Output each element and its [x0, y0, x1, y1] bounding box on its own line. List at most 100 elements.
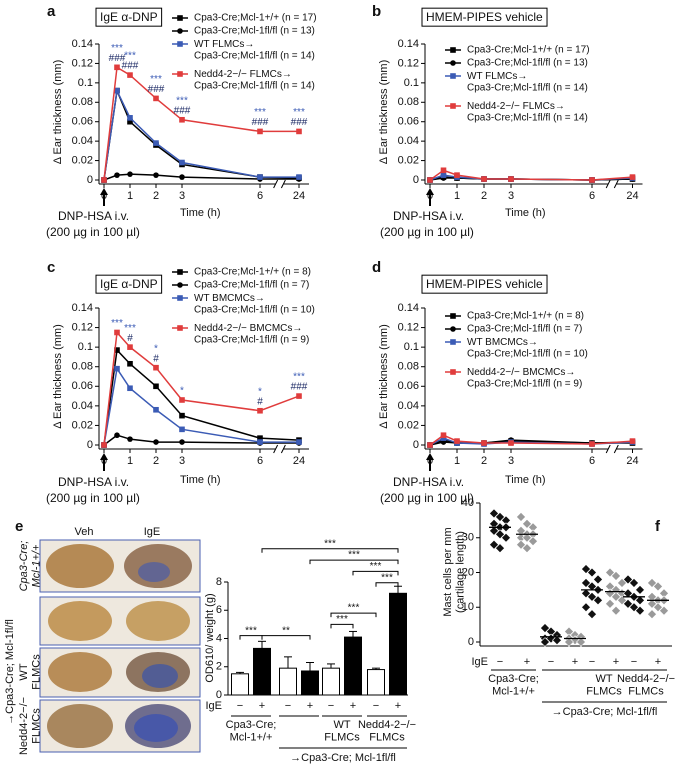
- group-label: Cpa3-Cre; Mcl-1+/+: [226, 719, 277, 744]
- marker: [179, 412, 185, 419]
- ear-photo: [47, 704, 113, 748]
- ear-photo: [48, 601, 112, 641]
- arrow-head: [100, 453, 108, 460]
- data-point: [611, 571, 621, 581]
- x-tick-label: 3: [508, 190, 514, 202]
- y-tick-label: 0.08: [398, 96, 419, 108]
- significance-label: ***: [336, 614, 348, 625]
- marker: [508, 440, 514, 446]
- ear-photo: [46, 544, 114, 588]
- data-point: [581, 578, 591, 588]
- dye-stain: [138, 562, 170, 582]
- group-label: Nedd4-2−/− FLMCs: [617, 673, 675, 698]
- data-point: [653, 581, 663, 592]
- x-row-label: IgE: [205, 700, 222, 712]
- legend-marker: [177, 15, 183, 21]
- marker: [114, 87, 120, 94]
- y-tick-label: 0: [468, 636, 474, 648]
- significance-label: ***: [293, 107, 305, 118]
- legend-marker: [450, 339, 456, 345]
- significance-label: ***: [111, 43, 123, 54]
- x-tick-label: 6: [589, 455, 595, 467]
- data-point: [495, 511, 505, 522]
- y-tick-label: 0: [413, 439, 419, 451]
- data-point: [540, 637, 550, 647]
- x-tick-label: 24: [626, 455, 638, 467]
- label-box: [421, 274, 548, 294]
- y-tick-label: 0: [87, 174, 93, 186]
- legend-marker: [450, 313, 456, 319]
- y-tick-label: 0.14: [72, 302, 93, 314]
- data-point: [581, 564, 591, 574]
- marker: [454, 172, 460, 178]
- y-tick-label: 0.08: [72, 96, 93, 108]
- photo-grid: Veh IgE Cpa3-Cre;Mcl-1+/+ WTFLMCs Nedd4-…: [4, 526, 201, 755]
- y-tick-label: 0.04: [72, 135, 93, 147]
- marker: [101, 177, 107, 183]
- marker: [127, 436, 133, 442]
- series-line: [103, 88, 299, 181]
- significance-label: ***: [111, 318, 123, 329]
- legend-label: WT FLMCs→ Cpa3-Cre;Mcl-1fl/fl (n = 14): [194, 39, 315, 62]
- arrow-head: [426, 453, 434, 460]
- group-label: Cpa3-Cre; Mcl-1+/+: [488, 673, 539, 698]
- significance-bracket: [330, 612, 377, 618]
- y-axis-label: Mast cells per mm(cartilage length): [442, 527, 467, 616]
- data-point: [623, 574, 633, 585]
- significance-label: ###: [174, 105, 191, 116]
- x-tick-label: +: [395, 700, 401, 712]
- panel-letter: c: [47, 259, 55, 276]
- marker: [454, 438, 460, 444]
- data-point: [489, 525, 499, 536]
- data-point: [635, 595, 645, 606]
- treatment-label: (200 µg in 100 µl): [380, 225, 474, 239]
- treatment-label: DNP-HSA i.v.: [393, 475, 464, 489]
- y-tick-label: 0.1: [78, 341, 93, 353]
- photo-column-label: Veh: [75, 526, 94, 538]
- group-label: WT FLMCs: [586, 673, 622, 698]
- significance-label: ***: [254, 107, 266, 118]
- marker: [257, 439, 263, 445]
- data-point: [552, 635, 562, 646]
- legend-label: WT BMCMCs→ Cpa3-Cre;Mcl-1fl/fl (n = 10): [194, 293, 315, 316]
- legend-marker: [450, 73, 456, 79]
- legend-label: Cpa3-Cre;Mcl-1fl/fl (n = 7): [194, 280, 309, 291]
- treatment-label: DNP-HSA i.v.: [393, 209, 464, 223]
- x-tick-label: −: [373, 700, 379, 712]
- data-point: [587, 581, 597, 592]
- marker: [508, 176, 514, 182]
- group-label: Nedd4-2−/− FLMCs: [358, 719, 416, 744]
- dye-stain: [134, 714, 178, 742]
- y-tick-label: 0.12: [72, 321, 93, 333]
- y-tick-label: 0.08: [398, 361, 419, 373]
- ear-photo: [48, 652, 112, 692]
- legend-label: Nedd4-2−/− FLMCs→ Cpa3-Cre;Mcl-1fl/fl (n …: [467, 101, 588, 124]
- significance-label: ***: [150, 74, 162, 85]
- marker: [179, 397, 185, 403]
- significance-label: #: [127, 333, 133, 344]
- x-tick-label: −: [328, 700, 334, 712]
- y-tick-label: 40: [462, 497, 474, 509]
- y-tick-label: 0.06: [398, 116, 419, 128]
- marker: [440, 432, 447, 439]
- y-axis-label: OD610/ weight (g): [204, 593, 216, 682]
- legend-label: Cpa3-Cre;Mcl-1fl/fl (n = 13): [467, 58, 588, 69]
- x-tick-label: +: [655, 656, 661, 668]
- x-tick-label: −: [589, 656, 595, 668]
- data-point: [516, 539, 526, 550]
- y-tick-label: 0: [87, 439, 93, 451]
- marker: [589, 177, 595, 183]
- photo-row-label: WTFLMCs: [18, 654, 43, 690]
- x-tick-label: 1: [454, 190, 460, 202]
- marker: [440, 167, 447, 174]
- x-row-label: IgE: [471, 656, 488, 668]
- data-point: [581, 588, 591, 599]
- treatment-label: (200 µg in 100 µl): [46, 225, 140, 239]
- significance-label: *: [154, 343, 158, 354]
- marker: [179, 116, 185, 123]
- marker: [296, 128, 302, 135]
- y-axis-label: Δ Ear thickness (mm): [52, 324, 64, 429]
- marker: [481, 440, 487, 446]
- y-tick-label: 0.06: [72, 380, 93, 392]
- marker: [440, 435, 447, 441]
